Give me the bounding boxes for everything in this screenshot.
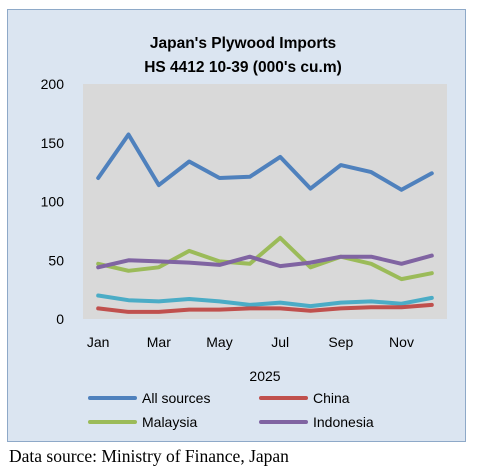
- plot-area: [83, 84, 447, 319]
- legend-label: Indonesia: [313, 414, 374, 430]
- x-axis-labels: Jan Mar May Jul Sep Nov: [87, 334, 414, 350]
- x-tick-label: Nov: [389, 334, 414, 350]
- y-tick-label: 200: [41, 76, 65, 92]
- series-line: [96, 293, 434, 309]
- x-tick-label: Mar: [147, 334, 171, 350]
- source-note: Data source: Ministry of Finance, Japan: [9, 446, 289, 466]
- series-line: [96, 132, 434, 192]
- series-line: [96, 302, 434, 314]
- x-tick-label: Jul: [271, 334, 289, 350]
- legend-label: Malaysia: [142, 414, 197, 430]
- x-tick-label: May: [206, 334, 232, 350]
- y-tick-label: 100: [41, 194, 65, 210]
- x-tick-label: Sep: [328, 334, 353, 350]
- series-lines: [96, 132, 434, 314]
- chart-title: Japan's Plywood Imports: [150, 35, 336, 52]
- y-tick-label: 50: [48, 252, 64, 268]
- x-axis-title: 2025: [249, 368, 280, 384]
- x-tick-label: Jan: [87, 334, 110, 350]
- series-line: [96, 235, 434, 282]
- chart-frame: Japan's Plywood Imports HS 4412 10-39 (0…: [7, 9, 466, 442]
- y-tick-label: 150: [41, 135, 65, 151]
- y-tick-label: 0: [56, 311, 64, 327]
- legend-label: All sources: [142, 390, 210, 406]
- chart-svg: Japan's Plywood Imports HS 4412 10-39 (0…: [41, 35, 447, 430]
- legend-label: China: [313, 390, 350, 406]
- chart-subtitle: HS 4412 10-39 (000's cu.m): [144, 59, 342, 76]
- series-line: [96, 253, 434, 270]
- y-axis-labels: 0 50 100 150 200: [41, 76, 65, 327]
- legend: All sources China Malaysia Indonesia: [88, 390, 374, 430]
